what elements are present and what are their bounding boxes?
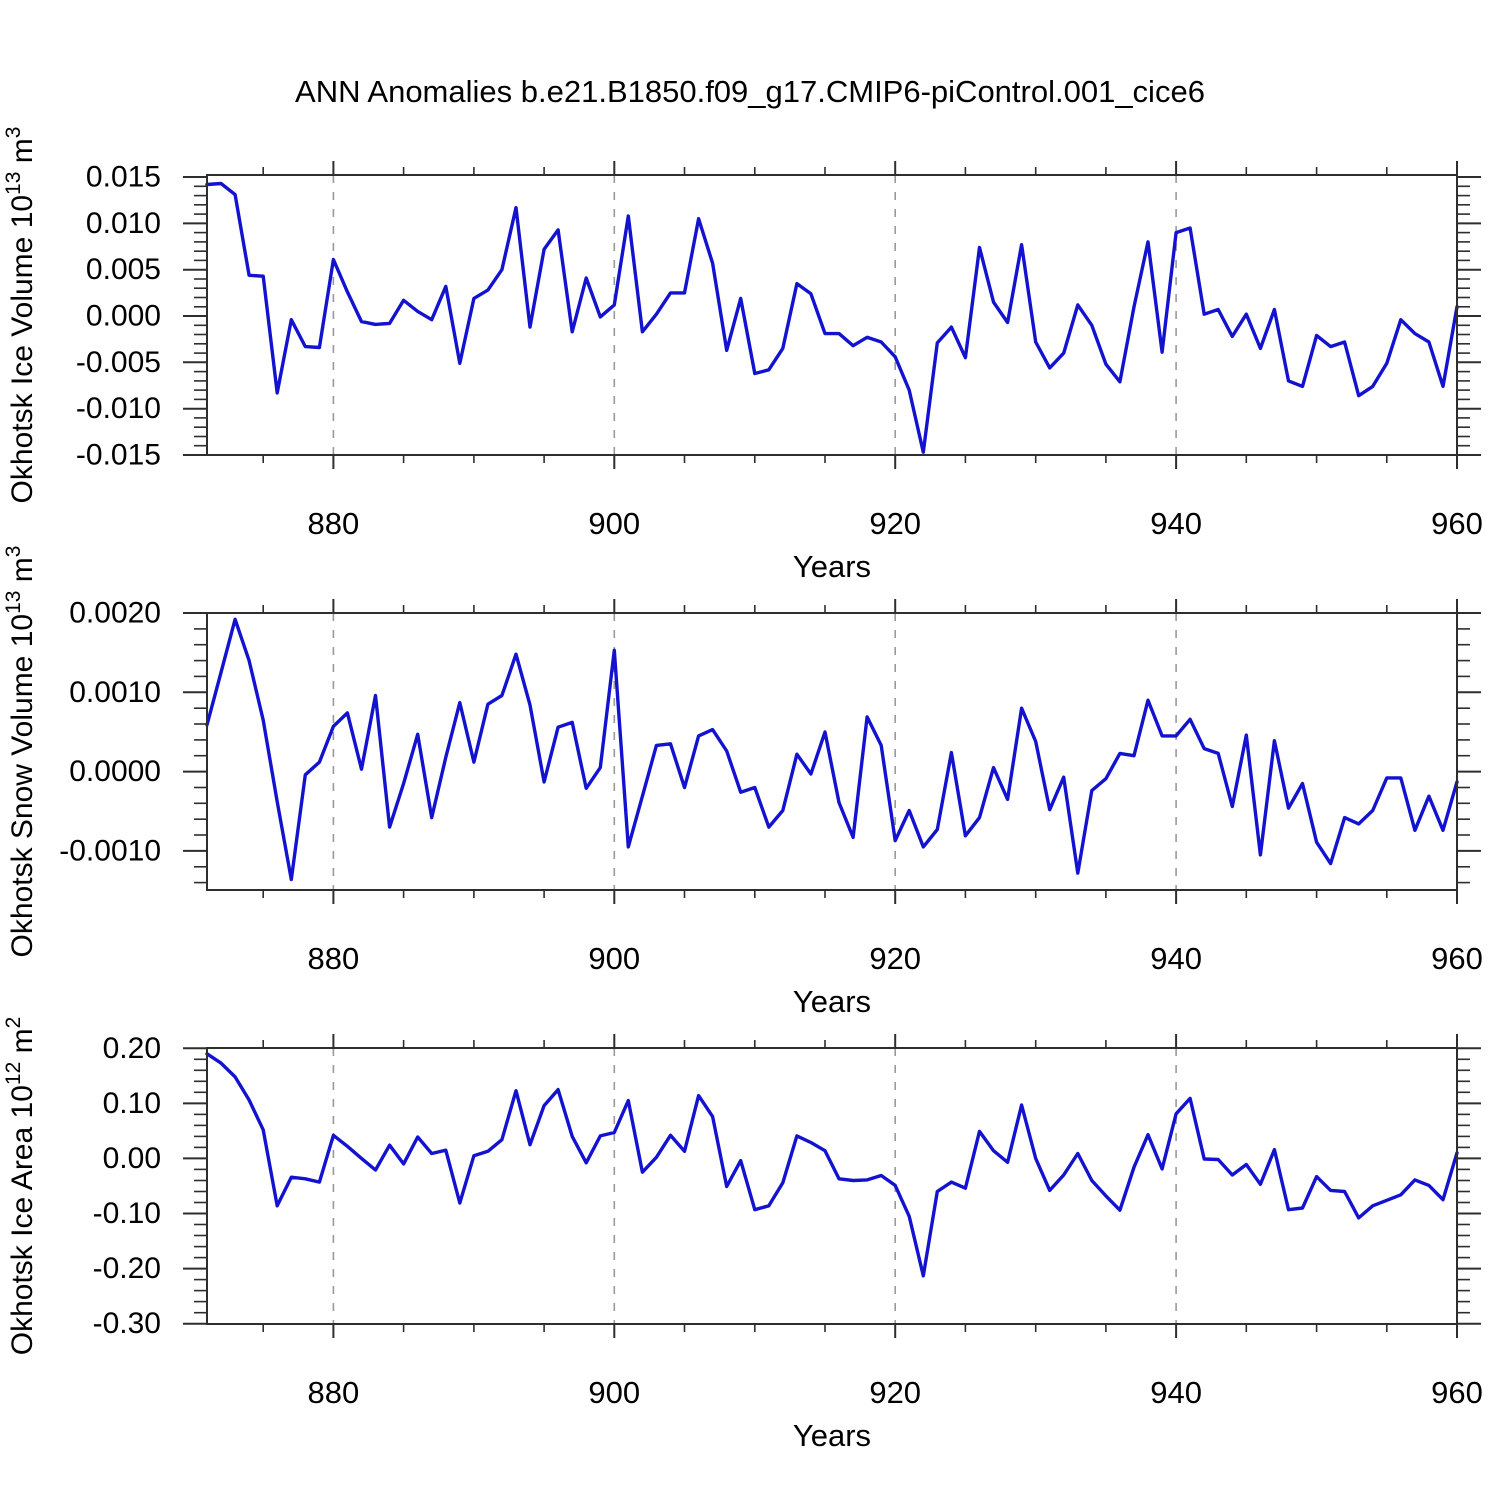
- y-tick-label: 0.0020: [69, 597, 161, 630]
- y-tick-label: 0.005: [86, 253, 161, 286]
- y-tick-label: 0.20: [103, 1032, 161, 1065]
- y-tick-label: -0.005: [76, 346, 161, 379]
- x-tick-label: 920: [869, 941, 921, 976]
- chart-title: ANN Anomalies b.e21.B1850.f09_g17.CMIP6-…: [295, 74, 1205, 109]
- x-tick-label: 880: [308, 506, 360, 541]
- y-tick-label: -0.015: [76, 439, 161, 472]
- panel-okhotsk-ice-volume: 0.015 0.010 0.005 0.000 -0.005 -0.010 -0.015 88…: [2, 127, 1483, 584]
- x-tick-label: 880: [308, 941, 360, 976]
- y-tick-label: 0.0010: [69, 676, 161, 709]
- y-tick-label: 0.010: [86, 207, 161, 240]
- y-tick-label: -0.20: [93, 1252, 161, 1285]
- y-axis-title: Okhotsk Snow Volume 1013 m3: [2, 546, 39, 958]
- y-axis-title: Okhotsk Ice Volume 1013 m3: [2, 127, 39, 504]
- x-tick-label: 960: [1431, 1375, 1483, 1410]
- x-axis-title: Years: [793, 984, 871, 1019]
- y-tick-label: 0.00: [103, 1142, 161, 1175]
- panel-okhotsk-ice-area: 0.20 0.10 0.00 -0.10 -0.20 -0.30 880 900 920 940 9…: [2, 1017, 1483, 1453]
- y-tick-label: -0.0010: [59, 834, 161, 867]
- y-axis-title: Okhotsk Ice Area 1012 m2: [2, 1017, 39, 1356]
- y-tick-label: 0.10: [103, 1087, 161, 1120]
- x-tick-label: 940: [1150, 506, 1202, 541]
- y-tick-label: -0.010: [76, 392, 161, 425]
- x-axis-title: Years: [793, 549, 871, 584]
- y-tick-label: 0.015: [86, 161, 161, 194]
- x-tick-label: 920: [869, 1375, 921, 1410]
- x-axis-title: Years: [793, 1418, 871, 1453]
- x-tick-label: 880: [308, 1375, 360, 1410]
- y-tick-label: 0.000: [86, 300, 161, 333]
- x-tick-label: 940: [1150, 941, 1202, 976]
- series-okhotsk-ice-area: [205, 1052, 1459, 1278]
- y-tick-label: 0.0000: [69, 755, 161, 788]
- x-tick-label: 960: [1431, 941, 1483, 976]
- panel-okhotsk-snow-volume: 0.0020 0.0010 0.0000 -0.0010 880 900 920 940 960…: [2, 546, 1483, 1019]
- y-tick-label: -0.10: [93, 1197, 161, 1230]
- series-okhotsk-snow-volume: [205, 617, 1459, 882]
- x-tick-label: 900: [588, 506, 640, 541]
- x-tick-label: 960: [1431, 506, 1483, 541]
- panel-border: [206, 612, 1458, 891]
- x-tick-label: 900: [588, 941, 640, 976]
- x-tick-label: 940: [1150, 1375, 1202, 1410]
- x-tick-label: 900: [588, 1375, 640, 1410]
- panel-border: [206, 1047, 1458, 1325]
- x-tick-label: 920: [869, 506, 921, 541]
- y-tick-label: -0.30: [93, 1307, 161, 1340]
- series-okhotsk-ice-volume: [205, 181, 1459, 454]
